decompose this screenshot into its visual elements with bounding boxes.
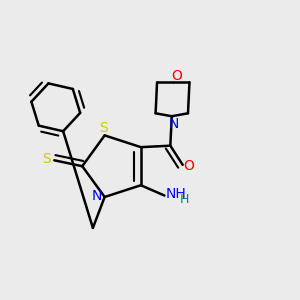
Text: H: H: [180, 193, 189, 206]
Text: N: N: [92, 188, 103, 203]
Text: S: S: [99, 121, 108, 135]
Text: O: O: [171, 69, 182, 83]
Text: S: S: [43, 152, 51, 166]
Text: NH: NH: [165, 187, 186, 201]
Text: N: N: [169, 117, 179, 130]
Text: O: O: [184, 159, 195, 173]
